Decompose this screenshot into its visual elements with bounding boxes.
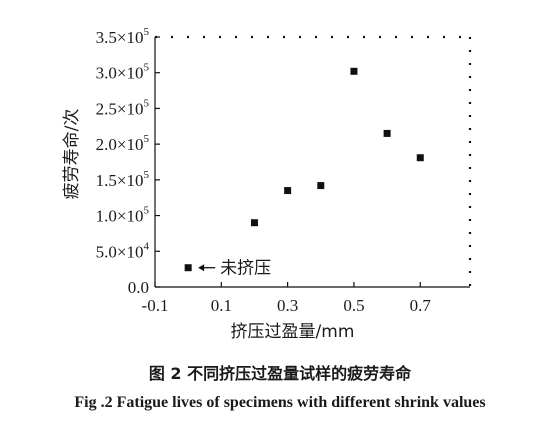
y-tick-label: 5.0×104: [96, 240, 150, 261]
x-tick-label: 0.7: [410, 296, 432, 315]
data-point: [416, 154, 424, 162]
chart: 0.0 5.0×104 1.0×105 1.5×105 2.0×105 2.5×105 3.…: [62, 26, 472, 342]
caption-english: Fig .2 Fatigue lives of specimens with d…: [74, 394, 486, 411]
annotation: 未挤压: [198, 259, 271, 279]
x-axis-ticks: -0.1 0.1 0.3 0.5 0.7: [142, 282, 432, 315]
y-tick-label: 2.5×105: [96, 97, 150, 118]
x-axis-title: 挤压过盈量/mm: [231, 322, 355, 342]
y-tick-label: 3.0×105: [96, 62, 150, 83]
x-tick-label: -0.1: [142, 296, 169, 315]
y-tick-label: 1.0×105: [96, 205, 150, 226]
x-tick-label: 0.1: [211, 296, 232, 315]
y-tick-label: 3.5×105: [96, 26, 150, 47]
data-point: [184, 264, 192, 272]
data-points: [184, 67, 424, 272]
y-tick-label: 0.0: [128, 278, 149, 297]
annotation-label: 未挤压: [220, 259, 271, 279]
data-point: [250, 219, 258, 227]
x-tick-label: 0.5: [343, 296, 364, 315]
y-axis-ticks: 0.0 5.0×104 1.0×105 1.5×105 2.0×105 2.5×105 3.…: [96, 26, 160, 297]
annotation-arrowhead: [198, 264, 205, 272]
axes: [154, 35, 472, 288]
caption-chinese: 图 2 不同挤压过盈量试样的疲劳寿命: [148, 364, 412, 383]
x-tick-label: 0.3: [277, 296, 298, 315]
y-tick-label: 2.0×105: [96, 133, 150, 154]
data-point: [383, 129, 391, 137]
data-point: [350, 67, 358, 75]
y-axis-title: 疲劳寿命/次: [62, 109, 82, 200]
y-tick-label: 1.5×105: [96, 169, 150, 190]
data-point: [317, 182, 325, 190]
data-point: [284, 187, 292, 195]
